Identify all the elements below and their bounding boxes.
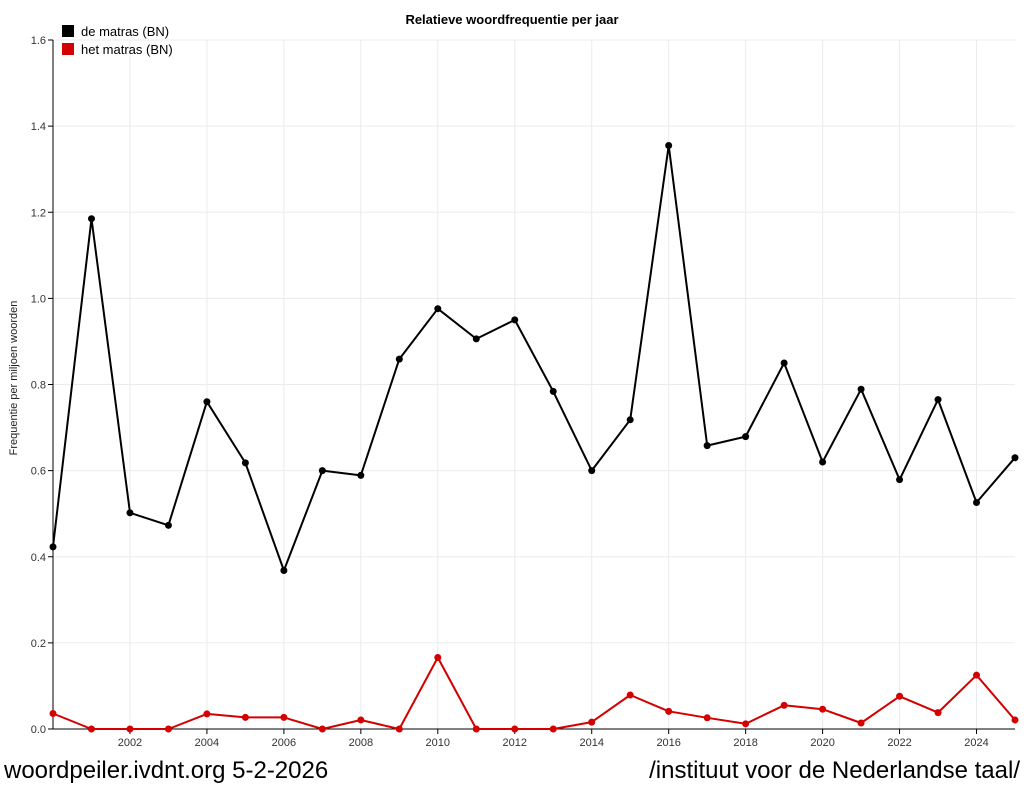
data-point[interactable] — [126, 509, 134, 517]
x-tick-label: 2022 — [887, 737, 911, 749]
y-tick-label: 0.6 — [31, 466, 46, 478]
y-tick-label: 1.6 — [31, 35, 46, 47]
data-point[interactable] — [549, 725, 557, 733]
data-point[interactable] — [973, 671, 981, 679]
data-point[interactable] — [1011, 716, 1019, 724]
data-point[interactable] — [511, 316, 519, 324]
x-tick-label: 2002 — [118, 737, 142, 749]
series-0 — [49, 142, 1019, 575]
data-point[interactable] — [395, 725, 403, 733]
footer-source: woordpeiler.ivdnt.org 5-2-2026 — [4, 757, 329, 784]
data-point[interactable] — [588, 718, 596, 726]
footer-institute: /instituut voor de Nederlandse taal/ — [649, 757, 1020, 784]
data-point[interactable] — [241, 713, 249, 721]
x-tick-label: 2024 — [964, 737, 988, 749]
data-point[interactable] — [780, 701, 788, 709]
data-point[interactable] — [395, 355, 403, 363]
legend-item[interactable]: de matras (BN) — [62, 24, 169, 39]
data-point[interactable] — [742, 720, 750, 728]
data-point[interactable] — [280, 567, 288, 575]
x-tick-label: 2008 — [349, 737, 373, 749]
legend: de matras (BN) het matras (BN) — [62, 24, 173, 57]
y-tick-label: 0.8 — [31, 380, 46, 392]
data-point[interactable] — [203, 398, 211, 406]
data-point[interactable] — [626, 691, 634, 699]
data-point[interactable] — [164, 725, 172, 733]
series-line — [52, 144, 1016, 572]
data-point[interactable] — [857, 385, 865, 393]
data-point[interactable] — [49, 709, 57, 717]
data-point[interactable] — [49, 543, 57, 551]
y-axis-label: Frequentie per miljoen woorden — [8, 301, 20, 456]
line-chart: 0.0 0.2 0.4 0.6 0.8 1.0 1.2 1.4 1.6 2002 2004 2006 2… — [8, 12, 1019, 749]
data-point[interactable] — [588, 467, 596, 475]
x-tick-label: 2018 — [733, 737, 757, 749]
legend-label: de matras (BN) — [81, 24, 169, 39]
x-tick-label: 2020 — [810, 737, 834, 749]
data-point[interactable] — [626, 416, 634, 424]
y-tick-label: 1.0 — [31, 293, 46, 305]
data-point[interactable] — [87, 215, 95, 223]
x-tick-label: 2016 — [656, 737, 680, 749]
y-tick-label: 0.0 — [31, 724, 46, 736]
data-point[interactable] — [973, 498, 981, 506]
series-line — [52, 656, 1016, 730]
data-point[interactable] — [357, 716, 365, 724]
legend-item[interactable]: het matras (BN) — [62, 42, 173, 57]
data-point[interactable] — [280, 713, 288, 721]
data-point[interactable] — [203, 710, 211, 718]
data-point[interactable] — [126, 725, 134, 733]
data-point[interactable] — [164, 521, 172, 529]
data-point[interactable] — [472, 725, 480, 733]
data-point[interactable] — [857, 719, 865, 727]
data-point[interactable] — [357, 471, 365, 479]
legend-label: het matras (BN) — [81, 42, 173, 57]
data-point[interactable] — [318, 467, 326, 475]
data-point[interactable] — [549, 387, 557, 395]
legend-swatch — [62, 25, 74, 37]
x-tick-label: 2014 — [579, 737, 603, 749]
y-tick-label: 0.4 — [31, 552, 46, 564]
data-point[interactable] — [434, 305, 442, 313]
data-point[interactable] — [434, 654, 442, 662]
x-tick-label: 2010 — [426, 737, 450, 749]
chart-title: Relatieve woordfrequentie per jaar — [405, 12, 618, 27]
data-point[interactable] — [1011, 454, 1019, 462]
data-point[interactable] — [780, 359, 788, 367]
data-point[interactable] — [511, 725, 519, 733]
data-point[interactable] — [819, 458, 827, 466]
data-point[interactable] — [819, 705, 827, 713]
y-tick-label: 1.2 — [31, 207, 46, 219]
data-point[interactable] — [703, 714, 711, 722]
data-point[interactable] — [665, 142, 673, 150]
data-point[interactable] — [703, 442, 711, 450]
data-point[interactable] — [318, 725, 326, 733]
x-tick-label: 2006 — [272, 737, 296, 749]
data-point[interactable] — [87, 725, 95, 733]
series-1 — [49, 654, 1019, 733]
data-point[interactable] — [472, 335, 480, 343]
y-tick-label: 1.4 — [31, 121, 46, 133]
data-point[interactable] — [241, 459, 249, 467]
data-point[interactable] — [934, 709, 942, 717]
x-tick-label: 2004 — [195, 737, 219, 749]
data-point[interactable] — [742, 433, 750, 441]
data-point[interactable] — [896, 692, 904, 700]
x-tick-label: 2012 — [503, 737, 527, 749]
data-point[interactable] — [896, 476, 904, 484]
grid — [53, 39, 1015, 729]
series-group — [49, 142, 1019, 733]
axes: 0.0 0.2 0.4 0.6 0.8 1.0 1.2 1.4 1.6 2002 2004 2006 2… — [31, 35, 1015, 749]
legend-swatch — [62, 43, 74, 55]
data-point[interactable] — [934, 396, 942, 404]
data-point[interactable] — [665, 707, 673, 715]
y-tick-label: 0.2 — [31, 638, 46, 650]
